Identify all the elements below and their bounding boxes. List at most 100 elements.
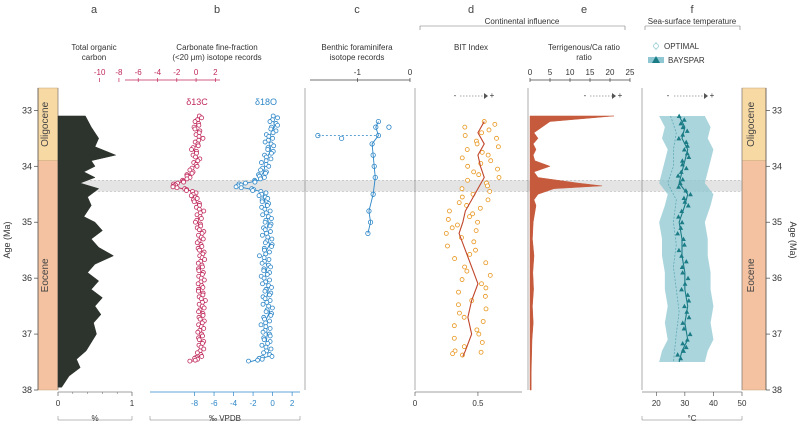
panel-b-point-d18o xyxy=(256,193,262,199)
legend-optimal-label: OPTIMAL xyxy=(664,42,700,51)
panel-d-point xyxy=(495,166,500,172)
panel-f-bottom-tick-label: 40 xyxy=(709,399,718,408)
panel-b-point-d13c xyxy=(201,346,207,352)
panel-b-point-d13c xyxy=(189,170,195,176)
y-tick-label-left: 38 xyxy=(22,385,32,395)
y-tick-label-right: 34 xyxy=(772,161,782,171)
panel-a-bottom-tick-label: 0 xyxy=(56,399,61,408)
panel-f-bayspar-point xyxy=(675,352,681,357)
panel-f-bayspar-point xyxy=(688,191,693,197)
panel-b-point-d18o xyxy=(262,240,268,246)
panel-a-unit: % xyxy=(91,414,98,423)
panel-d-point xyxy=(456,289,461,295)
panel-b-point-d13c xyxy=(192,126,198,132)
panel-b-title-line2: (<20 μm) isotope records xyxy=(172,53,261,62)
y-axis-label-right: Age (Ma) xyxy=(788,221,798,258)
panel-d-point xyxy=(476,331,482,337)
panel-d-point xyxy=(479,130,484,136)
panel-d-point xyxy=(450,351,455,357)
panel-e-arrow-minus: - xyxy=(584,91,587,100)
panel-b-point-d13c xyxy=(198,216,204,221)
panel-f-bayspar-point xyxy=(682,281,688,286)
panel-f-bayspar-point xyxy=(683,258,689,264)
panel-d-point xyxy=(486,127,492,133)
panel-f-bayspar-point xyxy=(678,121,684,126)
panel-d-point xyxy=(461,344,467,350)
panel-c-outlier xyxy=(338,135,345,141)
panel-f-bayspar-point xyxy=(682,242,687,247)
panel-f-bayspar-point xyxy=(681,117,687,122)
sst-group-label: Sea-surface temperature xyxy=(648,17,737,26)
panel-d-point xyxy=(445,243,450,249)
panel-d-point xyxy=(459,155,465,161)
panel-b-point-d18o xyxy=(271,143,277,149)
panel-b-bottom-tick-label: -6 xyxy=(210,399,218,408)
panel-b-point-d18o xyxy=(261,350,266,356)
panel-b-point-d18o xyxy=(269,244,274,249)
continental-influence-label: Continental influence xyxy=(485,17,560,26)
panel-b-bottom-tick-label: 2 xyxy=(290,399,295,408)
panel-letter-f: f xyxy=(690,4,694,16)
panel-b-point-d18o xyxy=(260,329,266,335)
panel-d-point xyxy=(495,144,501,150)
epoch-label-oligocene: Oligocene xyxy=(40,101,51,146)
panel-b-point-d18o xyxy=(267,326,273,331)
panel-b-point-d18o xyxy=(258,322,264,328)
panel-a-bottom-tick-label: 1 xyxy=(130,399,135,408)
panel-b-point-d13c xyxy=(200,285,206,290)
panel-letter-c: c xyxy=(354,4,360,16)
panel-b-point-d13c xyxy=(196,337,202,343)
panel-b-bottom-tick-label: -8 xyxy=(191,399,199,408)
panel-f-bayspar-point xyxy=(676,113,682,118)
panel-d-point xyxy=(461,314,467,320)
panel-d-point xyxy=(487,189,493,194)
panel-d-bottom-tick-label: 0 xyxy=(413,399,418,408)
panel-d-point xyxy=(451,335,457,341)
panel-f-bayspar-point xyxy=(676,184,681,189)
panel-d-point xyxy=(464,147,470,152)
panel-b-point-d18o xyxy=(255,357,261,363)
y-tick-label-left: 34 xyxy=(22,161,32,171)
panel-d-point xyxy=(474,327,480,333)
panel-f-bayspar-point xyxy=(675,231,681,236)
panel-b-point-d18o xyxy=(262,288,268,294)
panel-b-point-d13c xyxy=(194,163,200,169)
panel-c-top-tick-label: 0 xyxy=(408,68,413,77)
panel-d-point xyxy=(485,197,491,203)
panel-b-point-d18o xyxy=(263,324,269,330)
panel-b-point-d18o xyxy=(260,301,266,307)
panel-b-point-d18o xyxy=(263,190,269,196)
panel-b-point-d18o xyxy=(267,223,273,229)
panel-e-title: Terrigenous/Ca ratio xyxy=(548,43,621,52)
panel-f-bayspar-point xyxy=(676,247,682,253)
panel-d-point xyxy=(480,319,486,324)
panel-b-point-d13c xyxy=(192,357,198,363)
panel-d-point xyxy=(456,302,461,308)
panel-b-point-d18o xyxy=(268,126,274,132)
panel-b-point-d18o xyxy=(259,342,265,348)
panel-letter-d: d xyxy=(468,4,474,16)
panel-b-top-tick-label: -10 xyxy=(94,68,106,77)
panel-d-arrowhead xyxy=(484,93,488,99)
panel-letter-b: b xyxy=(214,4,220,16)
panel-f-bayspar-point xyxy=(678,355,684,361)
panel-b-point-d18o xyxy=(269,216,274,221)
panel-f-bayspar-point xyxy=(679,286,684,292)
panel-f-bayspar-point xyxy=(679,264,685,269)
panel-f-bayspar-point xyxy=(681,236,686,241)
panel-b-point-d13c xyxy=(195,260,201,266)
panel-f-bayspar-point xyxy=(686,298,692,303)
panel-b-point-d13c xyxy=(196,309,201,315)
panel-f-bayspar-point xyxy=(681,326,687,331)
epoch-label-oligocene: Oligocene xyxy=(746,101,757,146)
panel-b-point-d18o xyxy=(264,299,270,305)
panel-b-point-d18o xyxy=(269,285,274,290)
panel-f-bayspar-point xyxy=(680,132,686,137)
panel-b-point-d13c xyxy=(200,236,206,242)
panel-b-point-d13c xyxy=(200,264,205,270)
panel-b-point-d18o xyxy=(259,356,265,362)
panel-f-optimal-line xyxy=(667,115,680,363)
panel-b-series-label-d13c: δ13C xyxy=(186,97,208,107)
panel-b-point-d13c xyxy=(195,329,201,335)
panel-f-bottom-tick-label: 30 xyxy=(680,399,689,408)
